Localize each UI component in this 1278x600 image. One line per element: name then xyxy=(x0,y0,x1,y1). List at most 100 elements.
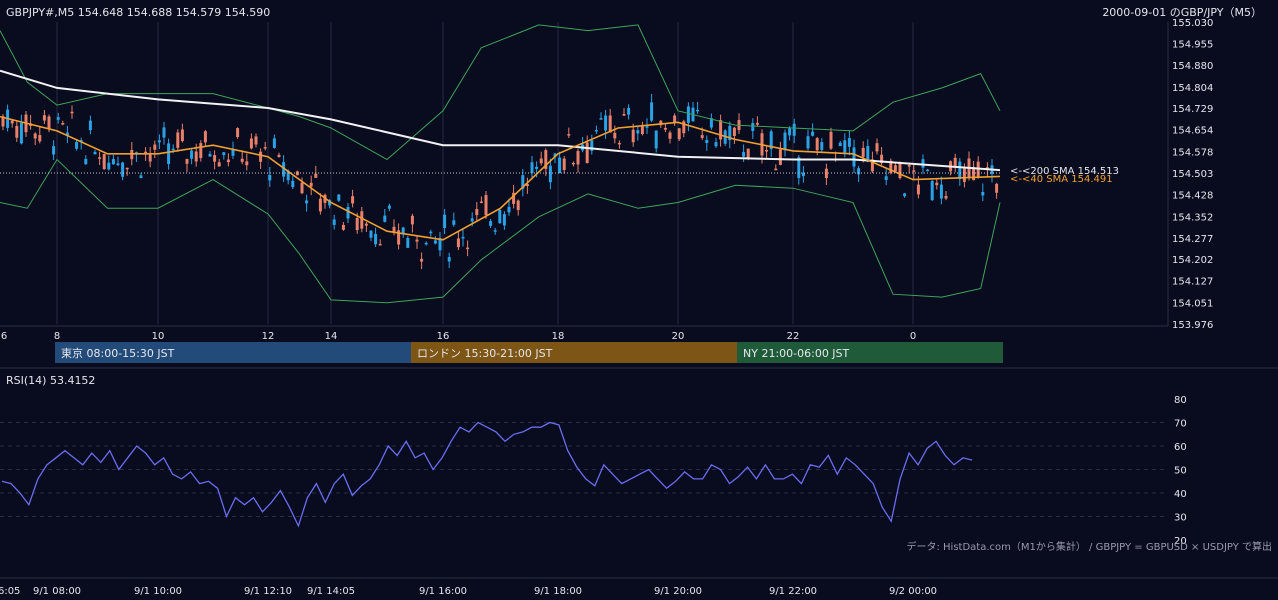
rsi-x-tick-label: 9/1 08:00 xyxy=(33,586,81,597)
candle-body xyxy=(829,131,833,149)
candle-body xyxy=(171,148,175,151)
candle-body xyxy=(553,153,557,157)
candle-body xyxy=(392,226,396,232)
candle-body xyxy=(525,184,529,187)
candle-body xyxy=(374,233,378,245)
candle-body xyxy=(314,173,318,178)
rsi-x-tick-label: 9/1 10:00 xyxy=(134,586,182,597)
candle-body xyxy=(880,154,884,164)
candle-body xyxy=(700,135,704,138)
candle-body xyxy=(953,157,957,166)
session-london-label: ロンドン 15:30-21:00 JST xyxy=(417,347,553,360)
candle-body xyxy=(815,138,819,151)
candle-body xyxy=(424,242,428,245)
candle-body xyxy=(806,136,810,149)
candle-body xyxy=(654,130,658,149)
candle-body xyxy=(157,140,161,143)
candle-body xyxy=(75,141,79,149)
candle-body xyxy=(797,157,801,179)
candle-body xyxy=(268,174,272,181)
candle-body xyxy=(783,132,787,151)
price-y-tick-label: 154.051 xyxy=(1172,299,1213,310)
candle-body xyxy=(590,140,594,151)
candle-body xyxy=(1,116,5,127)
candle-body xyxy=(10,120,14,124)
candle-body xyxy=(976,161,980,178)
candle-body xyxy=(889,160,893,173)
candle-body xyxy=(263,147,267,149)
candle-body xyxy=(167,143,171,164)
candle-body xyxy=(107,162,111,170)
candle-body xyxy=(755,122,759,125)
price-x-tick-label: 14 xyxy=(325,331,338,342)
candle-body xyxy=(305,200,309,204)
candle-body xyxy=(838,142,842,147)
candle-body xyxy=(475,208,479,216)
session-ny xyxy=(737,342,1003,363)
candle-body xyxy=(907,165,911,167)
candle-body xyxy=(387,205,391,209)
candle-body xyxy=(774,168,778,171)
candle-body xyxy=(38,135,42,142)
candle-body xyxy=(222,152,226,156)
candle-body xyxy=(378,243,382,246)
candle-body xyxy=(254,136,258,145)
candle-body xyxy=(364,223,368,226)
candle-body xyxy=(981,191,985,196)
candle-body xyxy=(696,109,700,112)
candle-body xyxy=(493,230,497,232)
rsi-x-tick-label: 9/1 12:10 xyxy=(244,586,292,597)
candle-body xyxy=(217,162,221,167)
price-x-tick-label: 16 xyxy=(437,331,450,342)
bollinger-upper-line xyxy=(0,24,1001,161)
candle-body xyxy=(847,138,851,147)
candle-body xyxy=(121,162,125,177)
price-x-tick-label: 0 xyxy=(910,331,916,342)
candle-body xyxy=(576,150,580,165)
candle-body xyxy=(176,132,180,148)
price-x-tick-label: 10 xyxy=(152,331,165,342)
candle-body xyxy=(461,236,465,239)
price-y-tick-label: 155.030 xyxy=(1172,18,1213,29)
candle-body xyxy=(622,114,626,116)
candle-body xyxy=(972,167,976,181)
sma40-line xyxy=(0,115,1001,241)
candle-body xyxy=(705,139,709,144)
price-x-tick-label: 6 xyxy=(1,331,7,342)
candle-body xyxy=(231,149,235,156)
candle-body xyxy=(709,118,713,128)
candle-body xyxy=(433,240,437,244)
candle-body xyxy=(875,143,879,152)
rsi-x-tick-label: 9/1 20:00 xyxy=(654,586,702,597)
candle-body xyxy=(489,221,493,226)
candle-body xyxy=(765,149,769,152)
candle-body xyxy=(328,200,332,206)
candle-body xyxy=(567,134,571,136)
candle-body xyxy=(447,257,451,262)
candle-body xyxy=(272,138,276,148)
candle-body xyxy=(521,175,525,189)
sma40-value-label: <-<40 SMA 154.491 xyxy=(1010,174,1113,185)
candle-body xyxy=(820,142,824,150)
candle-body xyxy=(714,142,718,147)
price-x-tick-label: 20 xyxy=(672,331,685,342)
candle-body xyxy=(944,195,948,199)
candle-body xyxy=(42,115,46,121)
candle-body xyxy=(843,140,847,153)
candle-body xyxy=(291,180,295,188)
candle-body xyxy=(397,230,401,245)
rsi-x-tick-label: 9/1 22:00 xyxy=(769,586,817,597)
candle-body xyxy=(70,111,74,114)
candle-body xyxy=(484,195,488,216)
price-y-tick-label: 154.503 xyxy=(1172,169,1213,180)
candle-body xyxy=(249,138,253,149)
candle-body xyxy=(498,209,502,224)
candle-body xyxy=(61,123,65,125)
candle-body xyxy=(309,182,313,187)
rsi-y-tick-label: 50 xyxy=(1174,466,1187,477)
candle-body xyxy=(318,198,322,212)
candle-body xyxy=(346,206,350,219)
candle-body xyxy=(535,166,539,169)
candle-body xyxy=(84,158,88,165)
candle-body xyxy=(636,130,640,134)
